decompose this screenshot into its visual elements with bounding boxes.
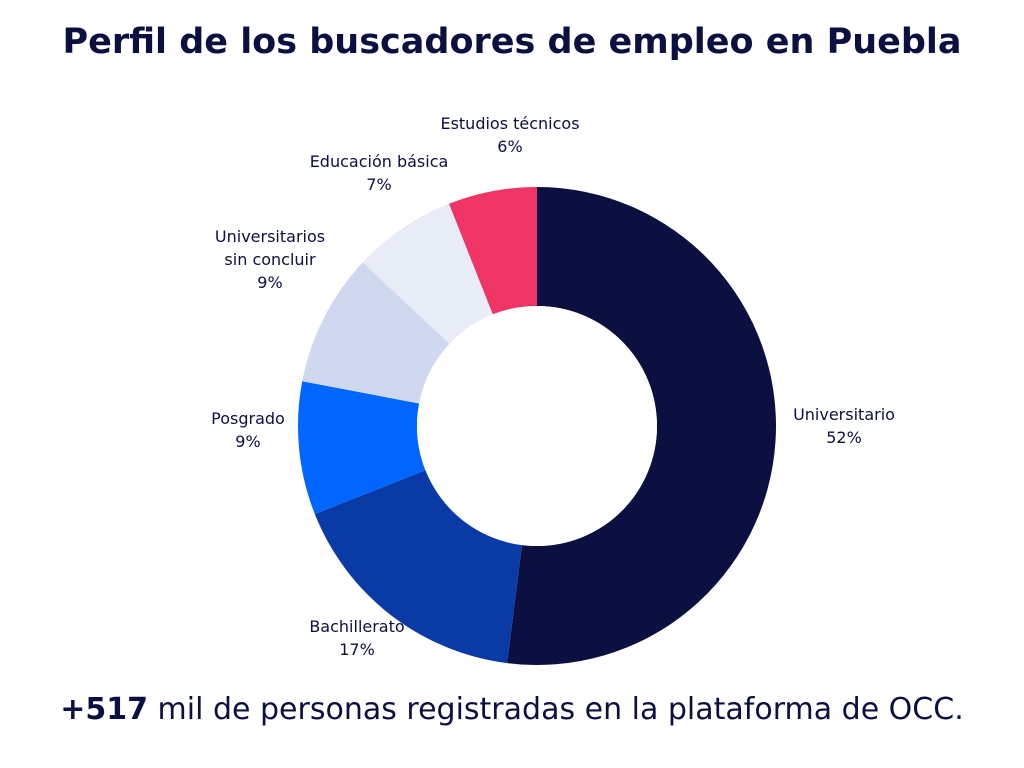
donut-slice-3: [298, 381, 426, 514]
slice-label-text: Universitarios: [214, 226, 326, 246]
donut-hole: [417, 306, 657, 546]
slice-value-label: 7%: [366, 175, 392, 194]
footer-highlight: +517: [60, 692, 149, 727]
slice-label-text: Universitario: [793, 405, 895, 424]
slice-label-text: sin concluir: [224, 249, 316, 269]
slice-label-5: Educación básica 7%: [310, 150, 449, 196]
donut-slice-2: [314, 470, 522, 664]
slice-label-text: Estudios técnicos: [440, 114, 580, 133]
donut-slice-5: [362, 203, 493, 344]
footer-caption: +517 mil de personas registradas en la p…: [0, 692, 1024, 727]
donut-slice-4: [302, 262, 450, 404]
slice-label-6: Estudios técnicos 6%: [440, 112, 579, 158]
chart-title: Perfil de los buscadores de empleo en Pu…: [62, 22, 962, 62]
slice-label-1: Universitario 52%: [793, 403, 895, 449]
slice-label-text: Posgrado: [211, 409, 285, 428]
slice-value-label: 6%: [497, 137, 523, 156]
slice-label-text: Bachillerato: [309, 617, 405, 636]
slice-value-label: 17%: [339, 640, 375, 659]
slice-value-label: 9%: [257, 272, 283, 292]
slice-label-3: Posgrado 9%: [211, 407, 285, 453]
donut-slice-6: [449, 187, 537, 315]
slice-label-text: Educación básica: [309, 152, 449, 171]
slice-label-2: Bachillerato 17%: [309, 615, 404, 661]
slice-value-label: 52%: [826, 428, 862, 447]
slice-value-label: 9%: [235, 432, 261, 451]
footer-rest: mil de personas registradas en la plataf…: [148, 692, 964, 727]
slice-label-4: Universitarios sin concluir 9%: [215, 225, 325, 294]
donut-slice-1: [507, 187, 777, 666]
